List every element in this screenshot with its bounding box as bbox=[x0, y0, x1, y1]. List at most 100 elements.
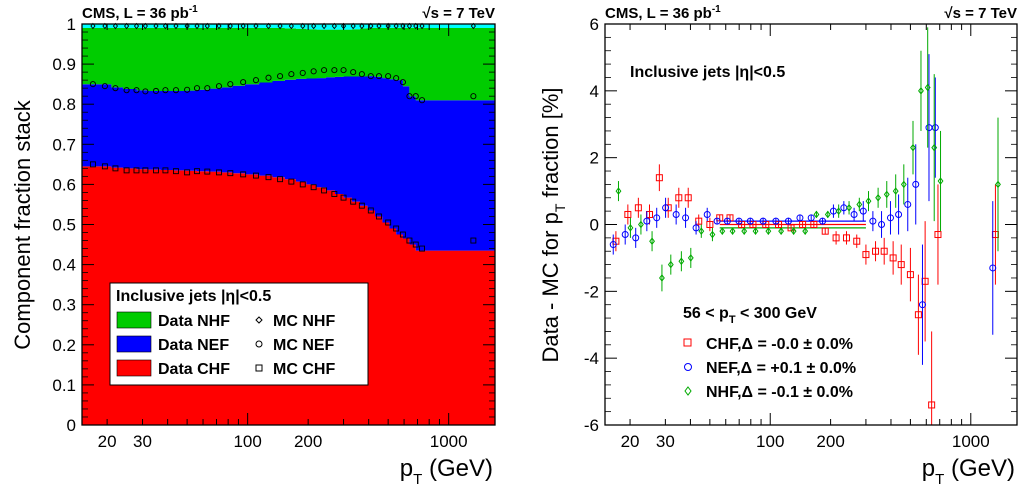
nef-point bbox=[807, 214, 815, 222]
y-tick-label: 2 bbox=[590, 149, 599, 168]
nef-point bbox=[643, 217, 651, 225]
mc-chf-marker bbox=[227, 170, 234, 177]
right-header-energy: √s = 7 TeV bbox=[944, 5, 1017, 22]
nhf-point bbox=[752, 227, 759, 236]
stack-area-nef bbox=[82, 76, 495, 251]
mc-nef-marker bbox=[470, 93, 477, 100]
nef-point bbox=[878, 221, 886, 228]
mc-nhf-marker bbox=[300, 22, 306, 30]
nef-point bbox=[904, 200, 912, 208]
nef-point bbox=[850, 210, 858, 218]
nhf-point bbox=[709, 230, 716, 239]
mc-chf-marker bbox=[253, 172, 259, 179]
mc-chf-marker bbox=[265, 174, 272, 181]
mc-nhf-marker bbox=[288, 22, 294, 30]
mc-nhf-marker bbox=[153, 22, 159, 30]
nef-point bbox=[682, 214, 690, 222]
left-header-cms: CMS, L = 36 pb-1 bbox=[82, 4, 198, 22]
nef-point bbox=[796, 214, 804, 222]
mc-nef-marker bbox=[252, 77, 260, 84]
mc-chf-marker bbox=[350, 198, 357, 205]
mc-nhf-marker bbox=[253, 22, 259, 30]
nhf-point bbox=[778, 227, 785, 236]
nef-point bbox=[931, 124, 939, 132]
nhf-point bbox=[649, 237, 655, 246]
nef-point bbox=[819, 217, 827, 225]
nhf-point bbox=[856, 200, 863, 209]
nef-point bbox=[886, 214, 894, 222]
mc-nef-marker bbox=[299, 69, 306, 76]
mc-nhf-marker bbox=[376, 22, 382, 30]
left-legend: Inclusive jets |η|<0.5 Data NHF MC NHF D… bbox=[109, 282, 369, 386]
chf-point bbox=[862, 251, 870, 259]
mc-chf-marker bbox=[412, 241, 419, 248]
x-tick-label: 1000 bbox=[430, 432, 468, 451]
chf-point bbox=[842, 234, 850, 242]
mc-nef-marker bbox=[385, 73, 392, 80]
nef-point bbox=[859, 207, 867, 215]
y-tick-label: -2 bbox=[584, 282, 599, 301]
legend-marker-chf bbox=[683, 338, 692, 347]
mc-nhf-marker bbox=[216, 22, 222, 30]
y-tick-label: 0.8 bbox=[52, 95, 76, 114]
left-legend-title: Inclusive jets |η|<0.5 bbox=[116, 288, 271, 305]
mc-nhf-marker bbox=[406, 22, 413, 30]
nef-point bbox=[703, 210, 711, 218]
mc-nhf-marker bbox=[311, 22, 317, 30]
right-y-axis-label: Data - MC for pT fraction [%] bbox=[538, 87, 568, 362]
y-tick-label: 0.7 bbox=[52, 135, 76, 154]
mc-nhf-marker bbox=[350, 22, 356, 30]
y-tick-label: 1 bbox=[67, 15, 76, 34]
mc-chf-marker bbox=[419, 245, 425, 252]
mc-nhf-marker bbox=[393, 22, 399, 30]
nef-point bbox=[662, 204, 670, 212]
chf-point bbox=[675, 194, 683, 202]
mc-nef-marker bbox=[101, 83, 108, 90]
mc-nhf-marker bbox=[102, 22, 108, 30]
mc-nef-marker bbox=[340, 67, 347, 74]
legend-chf: CHF,Δ = -0.0 ± 0.0% bbox=[706, 336, 853, 353]
mc-nhf-marker bbox=[162, 22, 169, 30]
nef-point bbox=[672, 210, 680, 218]
mc-nhf-marker bbox=[124, 22, 130, 30]
mc-nhf-marker bbox=[331, 22, 337, 30]
chf-point bbox=[655, 174, 663, 182]
mc-chf-marker bbox=[277, 176, 284, 183]
y-tick-label: 0.1 bbox=[52, 376, 76, 395]
chf-point bbox=[889, 254, 897, 262]
left-x-axis-label: pT (GeV) bbox=[400, 455, 493, 488]
mc-chf-marker bbox=[184, 169, 191, 176]
nef-point bbox=[895, 210, 903, 218]
nef-point bbox=[723, 217, 731, 225]
nhf-point bbox=[687, 254, 694, 262]
mc-nef-marker bbox=[112, 85, 119, 92]
nef-point bbox=[912, 180, 920, 188]
nhf-point bbox=[659, 274, 665, 282]
mc-nhf-marker bbox=[112, 22, 119, 30]
mc-nef-marker bbox=[152, 87, 160, 95]
x-tick-label: 200 bbox=[294, 432, 322, 451]
mc-nef-marker bbox=[133, 87, 140, 94]
mc-nhf-marker bbox=[90, 22, 96, 30]
mc-chf-marker bbox=[162, 167, 169, 174]
nhf-point bbox=[802, 227, 809, 236]
mc-chf-marker bbox=[123, 167, 130, 174]
mc-chf-marker bbox=[399, 231, 406, 238]
nhf-point bbox=[918, 87, 924, 95]
legend-data-chf: Data CHF bbox=[158, 361, 230, 378]
chf-point bbox=[897, 261, 905, 269]
legend-marker-nhf bbox=[684, 386, 692, 396]
nhf-point bbox=[615, 187, 622, 195]
mc-chf-marker bbox=[385, 219, 392, 226]
right-header-cms: CMS, L = 36 pb-1 bbox=[605, 4, 721, 22]
nhf-point bbox=[865, 197, 872, 205]
chf-point bbox=[906, 271, 914, 279]
nef-point bbox=[989, 264, 997, 272]
legend-data-nef: Data NEF bbox=[158, 337, 229, 354]
mc-nef-marker bbox=[367, 73, 374, 80]
mc-chf-marker bbox=[288, 178, 295, 185]
nef-point bbox=[759, 217, 767, 225]
nef-point bbox=[735, 217, 743, 225]
x-tick-label: 100 bbox=[756, 432, 784, 451]
